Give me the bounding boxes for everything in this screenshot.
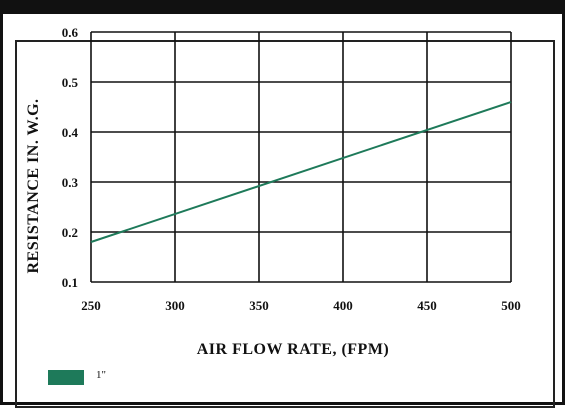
legend-swatch xyxy=(48,370,84,385)
y-tick-labels: 0.1 0.2 0.3 0.4 0.5 0.6 xyxy=(62,25,79,290)
x-tick-label: 500 xyxy=(501,298,521,313)
x-tick-label: 350 xyxy=(249,298,269,313)
legend-label: 1" xyxy=(96,369,106,381)
series-line xyxy=(90,101,512,243)
y-tick-label: 0.1 xyxy=(62,275,78,290)
x-tick-label: 300 xyxy=(165,298,185,313)
legend: 1" xyxy=(48,369,106,385)
x-tick-labels: 250 300 350 400 450 500 xyxy=(81,298,521,313)
series-lines xyxy=(90,101,512,243)
y-tick-label: 0.4 xyxy=(62,125,79,140)
x-tick-label: 450 xyxy=(417,298,437,313)
grid xyxy=(90,31,512,283)
y-tick-label: 0.2 xyxy=(62,225,78,240)
y-tick-label: 0.5 xyxy=(62,75,79,90)
x-axis-title: AIR FLOW RATE, (FPM) xyxy=(197,341,390,358)
x-tick-label: 400 xyxy=(333,298,353,313)
y-axis-title: RESISTANCE IN. W.G. xyxy=(25,98,42,273)
x-tick-label: 250 xyxy=(81,298,101,313)
y-tick-label: 0.6 xyxy=(62,25,79,40)
y-tick-label: 0.3 xyxy=(62,175,79,190)
